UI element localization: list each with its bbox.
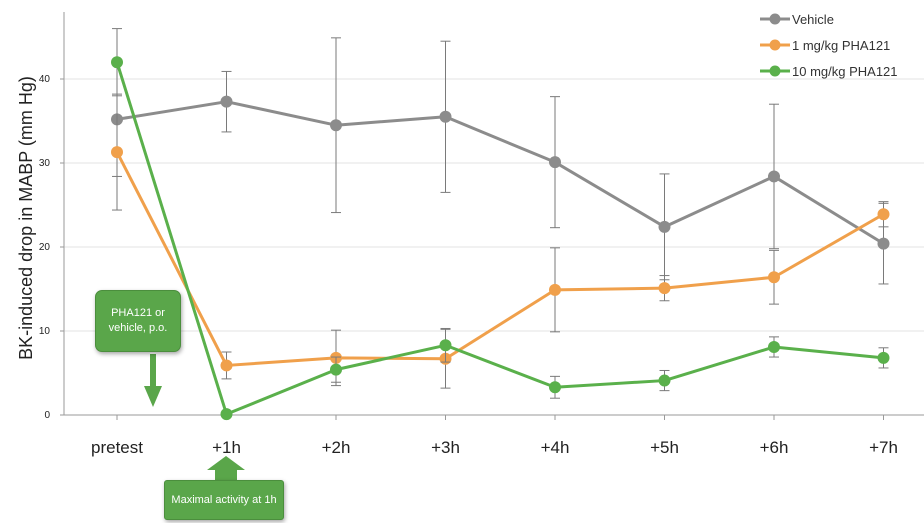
x-tick-label: +3h: [431, 438, 460, 457]
data-point: [768, 271, 780, 284]
maximal-activity-callout-text: Maximal activity at 1h: [171, 493, 277, 506]
y-tick-label: 40: [39, 74, 51, 85]
dosing-callout-text: PHA121 or vehicle, p.o.: [108, 307, 168, 334]
x-tick-label: +2h: [322, 438, 351, 457]
data-point: [658, 282, 671, 295]
dosing-callout: PHA121 or vehicle, p.o.: [95, 290, 181, 352]
data-point: [330, 119, 342, 132]
legend-item: 10 mg/kg PHA121: [760, 64, 898, 79]
data-point: [220, 95, 233, 108]
data-point: [330, 363, 342, 376]
data-point: [111, 146, 123, 159]
maximal-activity-callout: Maximal activity at 1h: [164, 480, 284, 520]
x-tick-label: +1h: [212, 438, 241, 457]
data-point: [877, 208, 890, 221]
series-layer: [111, 28, 890, 421]
data-point: [658, 220, 671, 233]
y-axis-ticks: 0 10 20 30 40: [39, 74, 64, 421]
data-point: [439, 339, 452, 352]
series-line: [115, 61, 884, 416]
data-point: [658, 374, 671, 387]
data-point: [549, 156, 561, 169]
y-tick-label: 0: [44, 410, 50, 421]
data-point: [877, 237, 890, 250]
series-line: [116, 100, 885, 245]
legend-item: 1 mg/kg PHA121: [760, 38, 890, 53]
legend-swatch-marker: [769, 13, 781, 25]
data-point: [439, 110, 452, 123]
legend-label: Vehicle: [792, 12, 834, 27]
legend-label: 10 mg/kg PHA121: [792, 64, 898, 79]
y-tick-label: 30: [39, 158, 51, 169]
data-point: [877, 351, 890, 364]
y-tick-label: 20: [39, 242, 51, 253]
legend-label: 1 mg/kg PHA121: [792, 38, 890, 53]
arrow-up-icon: [207, 456, 245, 481]
y-tick-label: 10: [39, 326, 51, 337]
arrow-down-icon: [144, 354, 162, 407]
x-tick-label: pretest: [91, 438, 143, 457]
y-axis-label: BK-induced drop in MABP (mm Hg): [16, 76, 36, 360]
series-line: [115, 151, 885, 367]
data-point: [768, 170, 780, 183]
x-tick-label: +5h: [650, 438, 679, 457]
series-1: [111, 37, 890, 285]
grid-lines: [64, 78, 924, 332]
data-point: [549, 283, 561, 296]
series-3: [111, 28, 890, 421]
data-point: [768, 340, 780, 353]
x-axis-ticks: pretest +1h +2h +3h +4h +5h +6h +7h: [91, 415, 898, 457]
legend: Vehicle 1 mg/kg PHA121 10 mg/kg PHA121: [760, 12, 898, 79]
legend-swatch-marker: [769, 65, 781, 77]
data-point: [220, 359, 233, 372]
data-point: [111, 56, 123, 69]
legend-item: Vehicle: [760, 12, 834, 27]
legend-swatch-marker: [769, 39, 781, 51]
x-tick-label: +7h: [869, 438, 898, 457]
data-point: [220, 408, 233, 421]
data-point: [549, 381, 561, 394]
x-tick-label: +6h: [760, 438, 789, 457]
x-tick-label: +4h: [541, 438, 570, 457]
